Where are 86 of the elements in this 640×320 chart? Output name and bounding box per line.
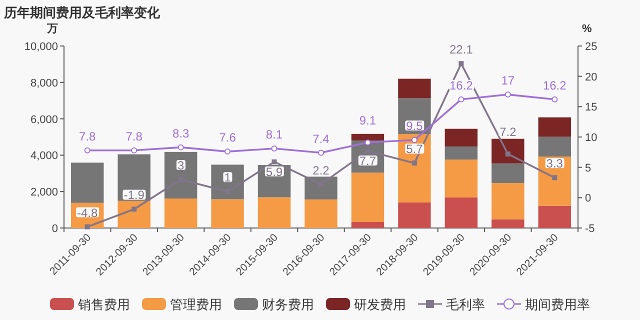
data-label: 22.1 (450, 42, 474, 57)
data-label: 5.7 (406, 142, 424, 156)
y-axis-title: 万 (46, 23, 58, 35)
y2-tick-label: 5 (585, 162, 592, 174)
data-label: 3 (177, 158, 184, 172)
point (458, 96, 464, 102)
y-tick-label: 8,000 (30, 77, 58, 90)
point (84, 224, 90, 230)
point (505, 151, 510, 156)
y2-tick-label: 25 (585, 41, 598, 53)
bar (258, 197, 291, 228)
data-label: 8.3 (172, 126, 190, 140)
bar (492, 138, 524, 164)
data-label: 9.1 (359, 113, 376, 128)
data-label: 5.9 (266, 164, 283, 179)
y2-tick-label: 20 (585, 71, 598, 84)
y2-tick-label: -5 (585, 223, 595, 235)
bar (351, 134, 384, 140)
bar (304, 199, 338, 228)
bar (118, 200, 150, 228)
data-label: 2.2 (312, 163, 330, 178)
bar (444, 128, 478, 146)
y-tick-label: 0 (52, 223, 58, 235)
legend-label: 管理费用 (170, 297, 222, 312)
legend-label: 销售费用 (77, 297, 130, 312)
legend-label: 期间费用率 (525, 297, 590, 312)
point (504, 92, 511, 98)
y-tick-label: 4,000 (30, 150, 58, 162)
data-label: 7.8 (126, 129, 143, 144)
bar (538, 206, 571, 228)
y2-axis-title: % (582, 23, 592, 35)
data-label: 1 (224, 170, 232, 185)
bar (444, 160, 478, 198)
data-label: 9.5 (406, 119, 424, 134)
point (132, 206, 137, 212)
data-label: 8.1 (266, 128, 283, 142)
point (131, 147, 138, 154)
bar (398, 78, 431, 98)
y2-tick-label: 10 (585, 132, 598, 144)
bar (351, 222, 384, 228)
y2-tick-label: 0 (585, 192, 592, 205)
bar (164, 198, 198, 228)
bar (211, 199, 244, 228)
data-label: 16.2 (450, 78, 474, 92)
bar (304, 176, 338, 200)
legend-label: 毛利率 (446, 297, 485, 312)
point (272, 159, 277, 164)
bar (351, 172, 384, 222)
bar (538, 136, 571, 157)
point (178, 144, 184, 150)
point (84, 147, 90, 154)
bar (492, 163, 524, 184)
data-label: 7.7 (359, 154, 376, 168)
bar (164, 152, 198, 199)
bar (538, 117, 571, 137)
point (412, 160, 417, 166)
point (271, 146, 278, 152)
y-tick-label: 6,000 (30, 114, 58, 126)
bar (444, 146, 478, 160)
y-tick-label: 10,000 (24, 41, 58, 53)
bar (492, 219, 524, 228)
legend-label: 财务费用 (262, 297, 314, 312)
data-label: 16.2 (542, 78, 567, 92)
y2-tick-label: 15 (585, 102, 598, 114)
point (411, 137, 418, 144)
data-label: 3.3 (546, 156, 564, 171)
point (552, 175, 558, 180)
chart-title: 历年期间费用及毛利率变化 (3, 5, 161, 20)
data-label: 7.6 (219, 130, 236, 145)
bar (492, 183, 524, 220)
data-label: 7.2 (500, 124, 517, 139)
bar (398, 202, 431, 228)
y-tick-label: 2,000 (30, 186, 58, 199)
legend-label: 研发费用 (354, 297, 406, 312)
point (458, 61, 464, 66)
data-label: 17 (501, 74, 515, 88)
bar (444, 197, 478, 228)
point (552, 96, 558, 102)
data-label: 7.4 (312, 132, 330, 146)
data-label: -1.9 (124, 188, 145, 202)
data-label: 7.8 (79, 129, 96, 144)
point (318, 150, 324, 156)
data-label: -4.8 (77, 206, 98, 220)
point (364, 139, 371, 146)
point (224, 148, 231, 155)
bar (71, 162, 104, 203)
